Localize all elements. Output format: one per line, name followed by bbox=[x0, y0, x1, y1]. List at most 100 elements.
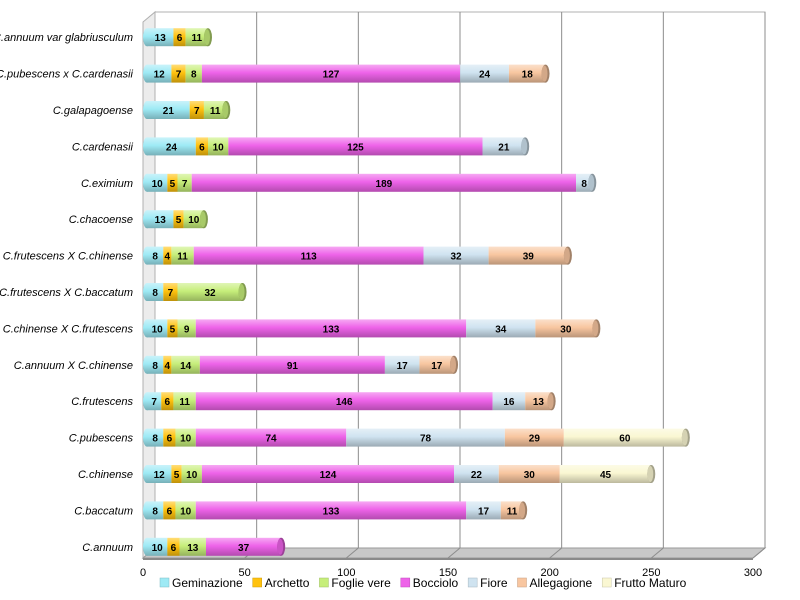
bar-segment: 30 bbox=[535, 319, 601, 338]
x-tick-label: 300 bbox=[744, 567, 762, 579]
legend-item: Allegagione bbox=[517, 576, 593, 590]
data-label: 6 bbox=[199, 142, 205, 153]
bar-segment: 21 bbox=[143, 101, 190, 119]
bar-segment-body bbox=[163, 283, 178, 301]
bar-segment-body bbox=[163, 355, 172, 374]
bar-start-cap bbox=[143, 210, 151, 229]
legend-label: Archetto bbox=[265, 576, 310, 590]
data-label: 7 bbox=[194, 106, 200, 117]
bar-end-cap-inner bbox=[592, 320, 599, 337]
bar-end-cap-inner bbox=[547, 393, 554, 410]
bar-segment-body bbox=[346, 428, 505, 447]
bar-segment-body bbox=[163, 501, 176, 520]
bar-start-cap bbox=[143, 537, 151, 556]
data-label: 78 bbox=[420, 434, 432, 445]
data-label: 10 bbox=[180, 506, 192, 517]
bar-segment: 189 bbox=[191, 173, 577, 192]
data-label: 124 bbox=[320, 470, 337, 481]
bar-segment: 133 bbox=[195, 501, 467, 520]
data-label: 6 bbox=[177, 33, 183, 44]
category-label: C.annuum bbox=[82, 542, 133, 554]
bar-segment-body bbox=[147, 283, 164, 301]
bar-segment-body bbox=[167, 319, 178, 338]
bar-segment-body bbox=[147, 319, 168, 338]
bar-segment: 124 bbox=[201, 465, 455, 483]
legend-swatch bbox=[252, 577, 262, 588]
data-label: 11 bbox=[179, 397, 190, 408]
bar-segment-body bbox=[205, 537, 282, 556]
x-tick-label: 250 bbox=[642, 567, 660, 579]
data-label: 6 bbox=[165, 397, 171, 408]
bar-segment: 6 bbox=[195, 137, 208, 156]
bar-segment: 29 bbox=[504, 428, 564, 447]
data-label: 91 bbox=[287, 361, 299, 372]
data-label: 133 bbox=[323, 506, 340, 517]
bar-segment-body bbox=[147, 246, 164, 265]
data-label: 8 bbox=[152, 506, 158, 517]
legend-label: Frutto Maturo bbox=[614, 576, 686, 590]
bar-start-cap bbox=[143, 355, 151, 374]
category-label: C.frutescens X C.chinense bbox=[3, 251, 133, 263]
bar-segment-body bbox=[161, 392, 174, 411]
legend-swatch bbox=[159, 577, 170, 588]
bar-segment: 7 bbox=[171, 64, 186, 83]
bar-segment-body bbox=[177, 283, 243, 301]
bar-segment-body bbox=[189, 101, 204, 119]
bar-segment-body bbox=[466, 501, 501, 520]
bar-segment-body bbox=[454, 465, 499, 483]
category-label: C.frutescens X C.baccatum bbox=[0, 287, 133, 299]
bar-segment-body bbox=[563, 428, 686, 447]
category-label: C.annuum var glabriusculum bbox=[0, 32, 133, 44]
bar-segment-body bbox=[173, 392, 196, 411]
bar-segment: 34 bbox=[466, 319, 536, 338]
bar-segment-body bbox=[576, 173, 593, 192]
data-label: 8 bbox=[152, 361, 158, 372]
bars-layer: C.annuum var glabriusculum 13 6 11 C.pubesce… bbox=[0, 28, 690, 556]
data-label: 7 bbox=[182, 179, 188, 190]
legend-item: Archetto bbox=[252, 576, 310, 590]
data-label: 7 bbox=[176, 70, 182, 81]
bar-segment-body bbox=[504, 428, 564, 447]
category-label: C.chinense X C.frutescens bbox=[3, 323, 134, 335]
legend-label: Fiore bbox=[480, 576, 508, 590]
gridline-floor bbox=[651, 547, 664, 559]
legend-label: Allegagione bbox=[530, 576, 593, 590]
bar-start-cap bbox=[143, 428, 151, 447]
bar-segment: 30 bbox=[498, 465, 560, 483]
x-tick-label: 200 bbox=[540, 567, 558, 579]
bar-segment-body bbox=[147, 101, 190, 119]
bar-segment: 78 bbox=[346, 428, 505, 447]
bar-segment: 11 bbox=[203, 101, 231, 119]
bar-segment: 6 bbox=[163, 501, 176, 520]
bar-segment: 10 bbox=[143, 537, 168, 556]
bar-start-cap bbox=[143, 283, 151, 301]
data-label: 17 bbox=[431, 361, 443, 372]
data-label: 18 bbox=[522, 70, 534, 81]
category-label: C.chacoense bbox=[69, 214, 133, 226]
bar-segment-body bbox=[167, 173, 178, 192]
gridline-floor bbox=[549, 547, 562, 559]
bar-segment: 6 bbox=[173, 28, 186, 47]
bar-segment: 17 bbox=[384, 355, 420, 374]
bar-segment: 10 bbox=[143, 319, 168, 338]
data-label: 39 bbox=[523, 252, 535, 263]
bar-segment-body bbox=[179, 537, 206, 556]
bar-end-cap-inner bbox=[519, 502, 526, 519]
data-label: 24 bbox=[479, 70, 491, 81]
data-label: 189 bbox=[376, 179, 393, 190]
data-label: 5 bbox=[174, 470, 180, 481]
bar-segment: 7 bbox=[177, 173, 192, 192]
bar-segment-body bbox=[482, 137, 526, 156]
bar-end-cap-inner bbox=[450, 356, 457, 373]
gridline-floor bbox=[752, 547, 766, 559]
bar-segment: 5 bbox=[167, 173, 178, 192]
data-label: 29 bbox=[529, 434, 541, 445]
bar-segment: 113 bbox=[193, 246, 424, 265]
bar-segment: 32 bbox=[423, 246, 489, 265]
legend-swatch bbox=[467, 577, 478, 588]
data-label: 74 bbox=[265, 434, 277, 445]
bar-segment-body bbox=[228, 137, 483, 156]
bar-segment: 6 bbox=[163, 428, 176, 447]
bar-segment: 8 bbox=[185, 64, 202, 83]
bar-start-cap bbox=[143, 101, 151, 119]
